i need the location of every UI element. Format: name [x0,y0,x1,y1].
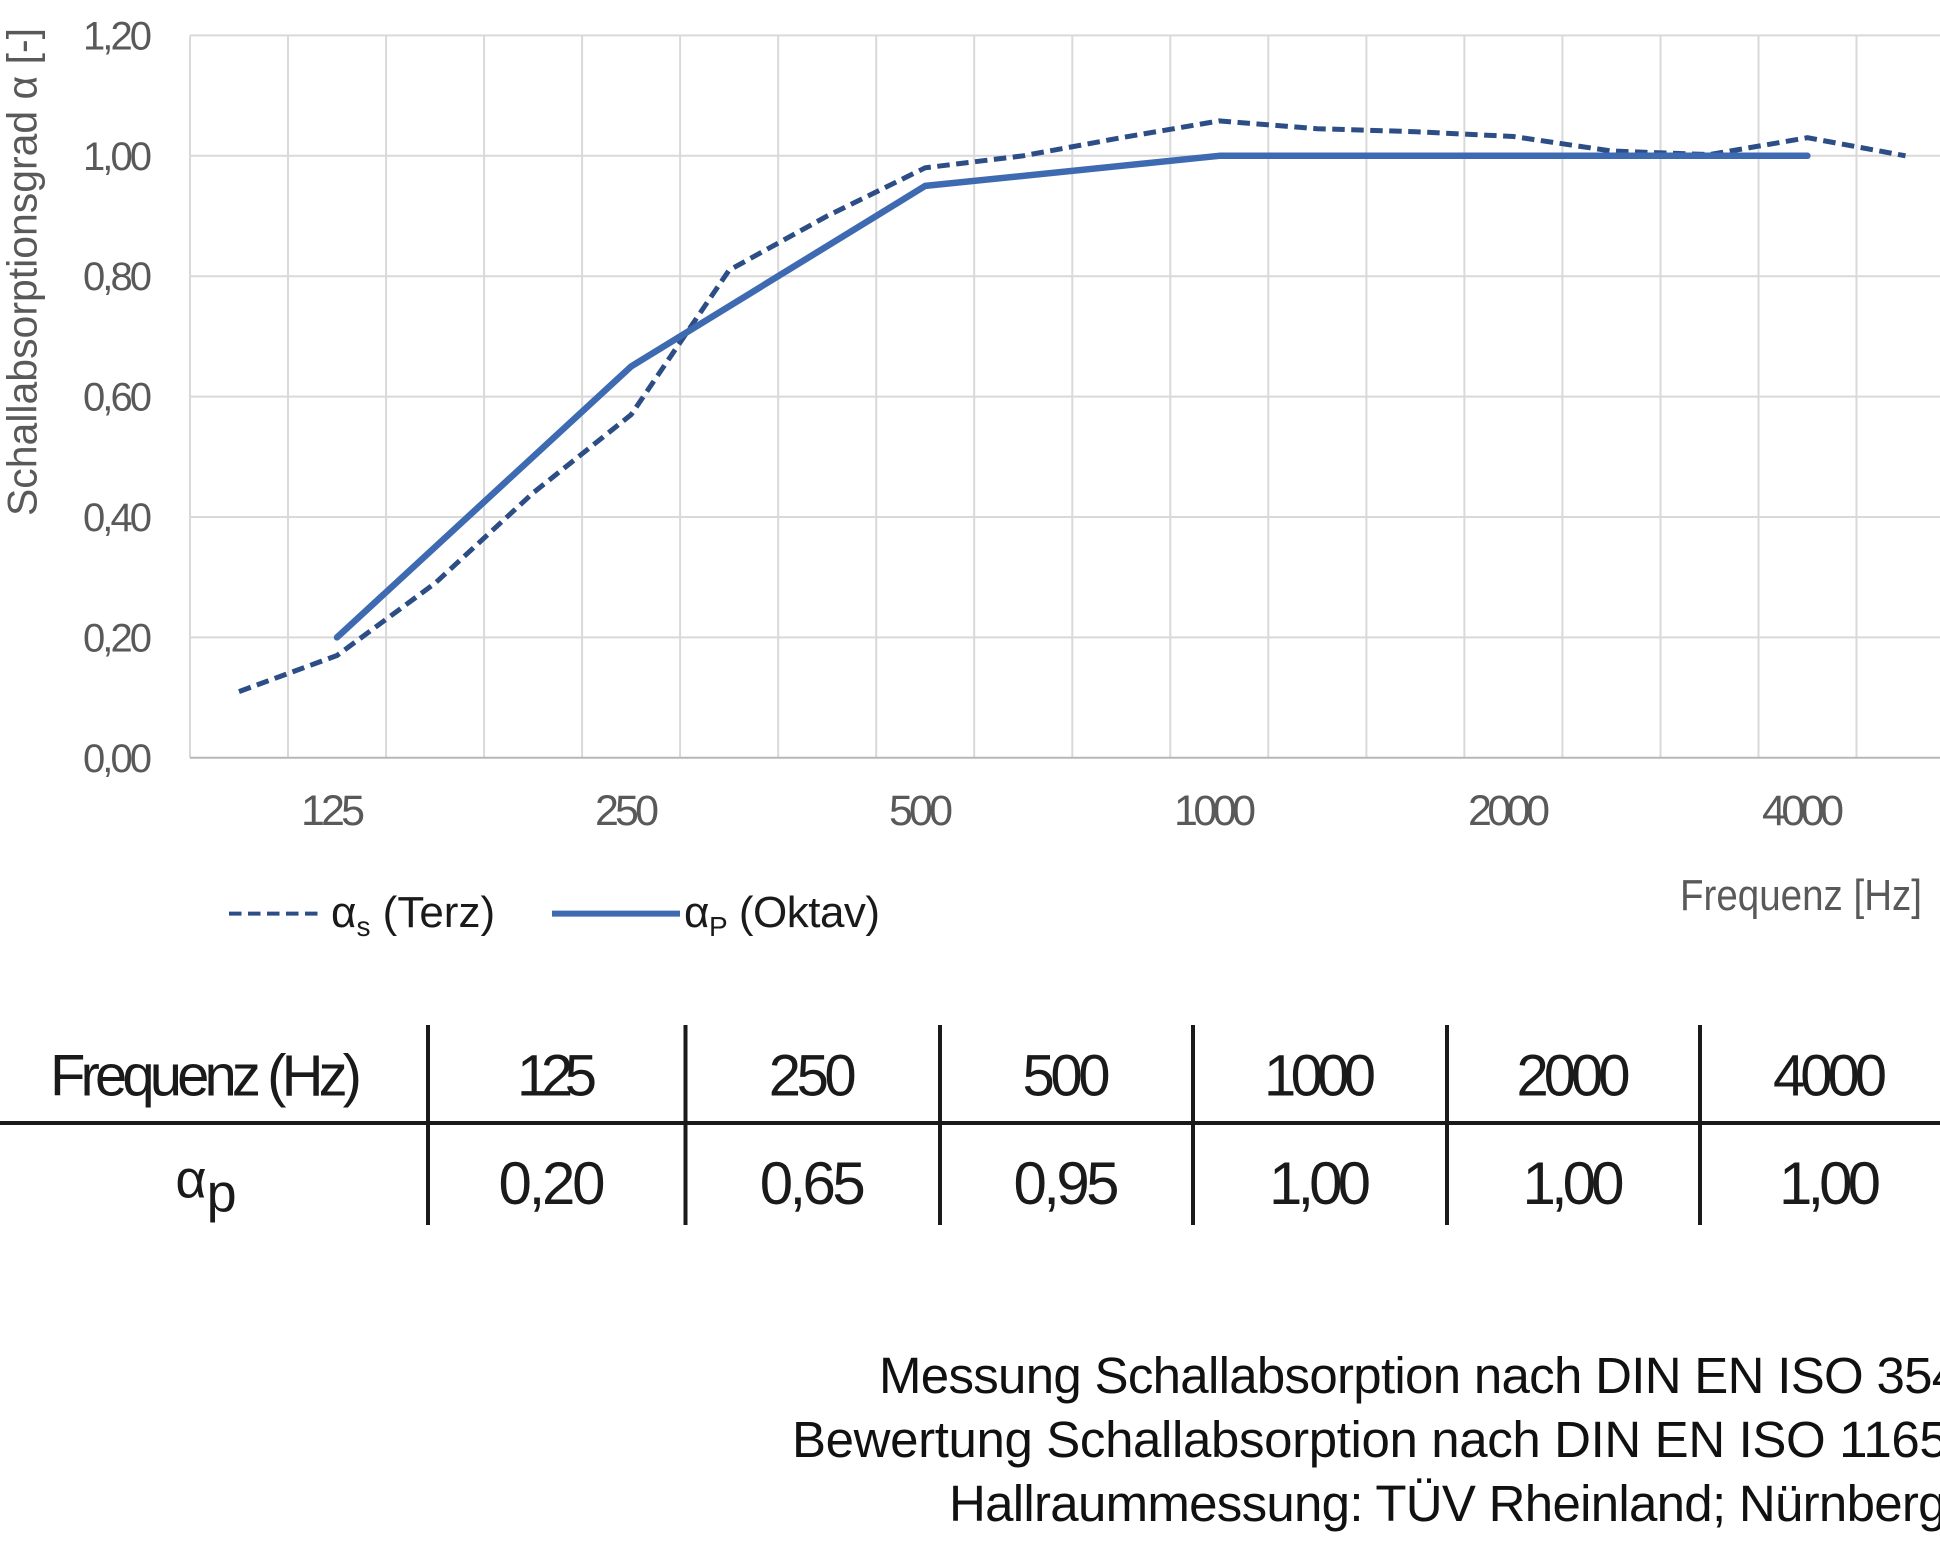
svg-text:125: 125 [301,787,365,835]
svg-text:2000: 2000 [1468,787,1550,835]
svg-text:250: 250 [595,787,659,835]
svg-text:αp: αp [175,1150,236,1224]
svg-text:Frequenz (Hz): Frequenz (Hz) [50,1044,362,1109]
svg-text:Frequenz [Hz]: Frequenz [Hz] [1680,871,1922,920]
svg-text:0,20: 0,20 [499,1150,606,1217]
svg-text:4000: 4000 [1762,787,1844,835]
svg-text:Messung Schallabsorption nach: Messung Schallabsorption nach DIN EN ISO… [879,1347,1940,1404]
svg-text:250: 250 [769,1044,857,1109]
svg-text:0,20: 0,20 [83,616,152,660]
svg-text:1,00: 1,00 [1523,1150,1625,1217]
svg-text:2000: 2000 [1517,1044,1631,1109]
svg-text:1,00: 1,00 [1269,1150,1371,1217]
svg-text:Hallraummessung: TÜV Rheinland: Hallraummessung: TÜV Rheinland; Nürnberg [949,1475,1940,1532]
svg-text:1,00: 1,00 [83,135,152,179]
svg-text:125: 125 [517,1044,597,1109]
svg-text:Bewertung Schallabsorption nac: Bewertung Schallabsorption nach DIN EN I… [792,1411,1940,1468]
svg-text:500: 500 [1023,1044,1111,1109]
svg-text:0,65: 0,65 [760,1150,866,1217]
svg-text:Schallabsorptionsgrad α [-]: Schallabsorptionsgrad α [-] [0,28,46,516]
svg-text:αP (Oktav): αP (Oktav) [684,888,880,942]
svg-text:4000: 4000 [1773,1044,1887,1109]
svg-text:1000: 1000 [1174,787,1256,835]
svg-text:1,00: 1,00 [1779,1150,1881,1217]
svg-text:0,95: 0,95 [1014,1150,1120,1217]
svg-text:0,00: 0,00 [83,737,152,781]
svg-text:0,40: 0,40 [83,496,152,540]
svg-text:0,60: 0,60 [83,376,152,420]
svg-text:1,20: 1,20 [83,14,152,58]
svg-text:1000: 1000 [1264,1044,1376,1109]
svg-text:500: 500 [889,787,953,835]
svg-text:0,80: 0,80 [83,255,152,299]
svg-text:αs (Terz): αs (Terz) [331,888,495,942]
